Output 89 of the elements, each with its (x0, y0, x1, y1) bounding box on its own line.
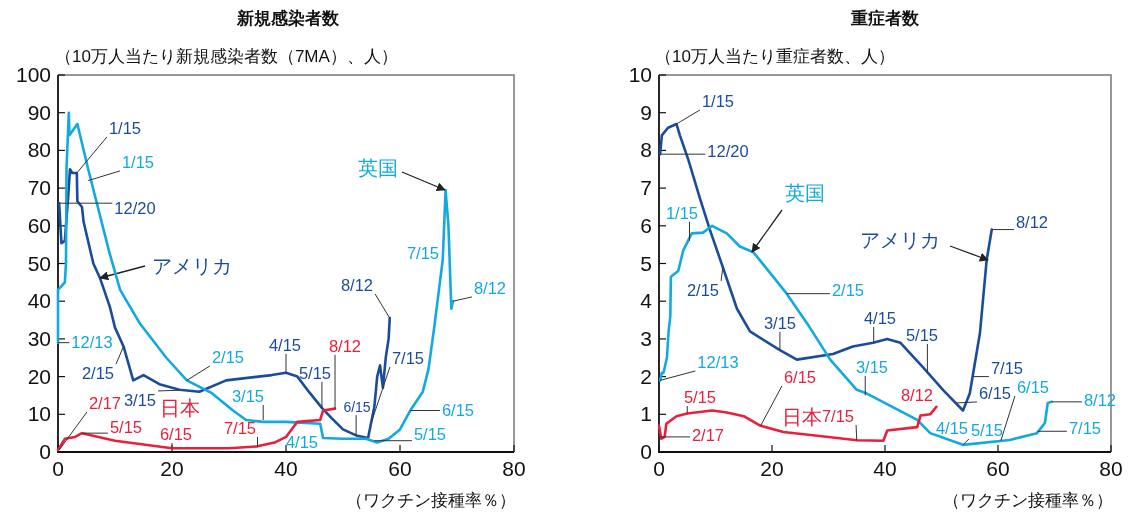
annotation: 12/20 (114, 198, 156, 217)
x-tick-label: 80 (502, 457, 526, 480)
y-tick-label: 6 (640, 213, 652, 237)
y-tick-label: 20 (27, 364, 51, 388)
annotation: 2/15 (211, 347, 245, 366)
annotation: 2/15 (831, 280, 865, 299)
y-tick-label: 10 (27, 402, 51, 426)
y-tick-label: 2 (640, 364, 652, 388)
annotation: 7/15 (391, 348, 425, 367)
annotation: 2/15 (686, 280, 720, 299)
annotation: 2/17 (88, 393, 122, 412)
annotation: 6/15 (343, 399, 371, 416)
text: アメリカ (152, 255, 232, 277)
annotation: 1/15 (108, 118, 142, 137)
chart-title: 新規感染者数 (236, 9, 340, 28)
annotation: 5/15 (413, 424, 447, 443)
y-tick-label: 9 (640, 100, 652, 124)
x-tick-label: 40 (274, 457, 298, 480)
annotation: 1/15 (121, 152, 155, 171)
y-tick-label: 4 (640, 289, 653, 313)
y-tick-label: 1 (640, 402, 652, 426)
line-series (657, 405, 938, 442)
y-tick-label: 40 (27, 289, 51, 313)
y-tick-label: 5 (640, 251, 652, 275)
annotation: 12/20 (707, 141, 749, 160)
annotation: 6/15 (1016, 377, 1050, 396)
text: 英国 (358, 157, 398, 179)
annotation: 6/15 (978, 383, 1012, 402)
y-tick-label: 8 (640, 138, 652, 162)
x-tick-label: 20 (760, 457, 784, 480)
x-axis-title: （ワクチン接種率％） (943, 491, 1113, 510)
series-label: 日本 (782, 406, 822, 428)
annotation: 8/12 (900, 385, 934, 404)
annotation: 4/15 (285, 432, 319, 451)
annotation: 1/15 (701, 91, 735, 110)
annotation: 8/12 (340, 275, 374, 294)
annotation: 7/15 (223, 418, 257, 437)
chart-title: 重症者数 (850, 9, 920, 28)
annotation: 3/15 (855, 357, 889, 376)
annotation: 5/15 (970, 420, 1004, 439)
x-tick-label: 40 (873, 457, 897, 480)
annotation: 7/15 (406, 243, 440, 262)
y-tick-label: 0 (640, 440, 652, 463)
annotation: 6/15 (441, 400, 475, 419)
x-tick-label: 60 (986, 457, 1010, 480)
y-tick-label: 30 (27, 326, 51, 350)
y-tick-label: 90 (27, 100, 51, 124)
x-tick-label: 20 (160, 457, 184, 480)
y-tick-label: 0 (39, 440, 51, 463)
y-tick-label: 70 (27, 176, 51, 200)
annotation: 7/15 (821, 406, 855, 425)
chart-subtitle: （10万人当たり重症者数、人） (655, 47, 895, 66)
annotation: 4/15 (935, 418, 969, 437)
annotation: 8/12 (473, 278, 507, 297)
series-label: 日本 (160, 397, 200, 419)
x-tick-label: 80 (1099, 457, 1123, 480)
y-tick-label: 100 (15, 63, 51, 86)
text: 英国 (785, 182, 825, 204)
annotation: 4/15 (863, 308, 897, 327)
y-tick-label: 50 (27, 251, 51, 275)
annotation: 3/15 (231, 386, 265, 405)
annotation: 5/15 (109, 417, 143, 436)
annotation: 8/12 (1083, 390, 1117, 409)
annotation: 5/15 (905, 325, 939, 344)
annotation: 8/12 (328, 336, 362, 355)
text: アメリカ (860, 229, 940, 251)
annotation: 3/15 (123, 390, 157, 409)
y-tick-label: 80 (27, 138, 51, 162)
chart-subtitle: （10万人当たり新規感染者数（7MA）、人） (55, 47, 398, 66)
annotation: 2/15 (81, 363, 115, 382)
annotation: 12/13 (697, 352, 739, 371)
annotation: 6/15 (159, 424, 193, 443)
x-tick-label: 60 (388, 457, 412, 480)
annotation: 7/15 (990, 358, 1024, 377)
annotation: 1/15 (665, 203, 699, 222)
annotation: 5/15 (683, 387, 717, 406)
annotation: 2/17 (691, 425, 725, 444)
annotation: 7/15 (1068, 418, 1102, 437)
annotation: 5/15 (298, 363, 332, 382)
annotation: 3/15 (763, 313, 797, 332)
annotation: 6/15 (783, 367, 817, 386)
y-tick-label: 10 (628, 63, 652, 86)
y-tick-label: 60 (27, 213, 51, 237)
annotation: 8/12 (1015, 212, 1049, 231)
annotation: 12/13 (71, 332, 113, 351)
y-tick-label: 3 (640, 326, 652, 350)
y-tick-label: 7 (640, 176, 652, 200)
annotation: 4/15 (268, 335, 302, 354)
x-axis-title: （ワクチン接種率％） (346, 491, 516, 510)
